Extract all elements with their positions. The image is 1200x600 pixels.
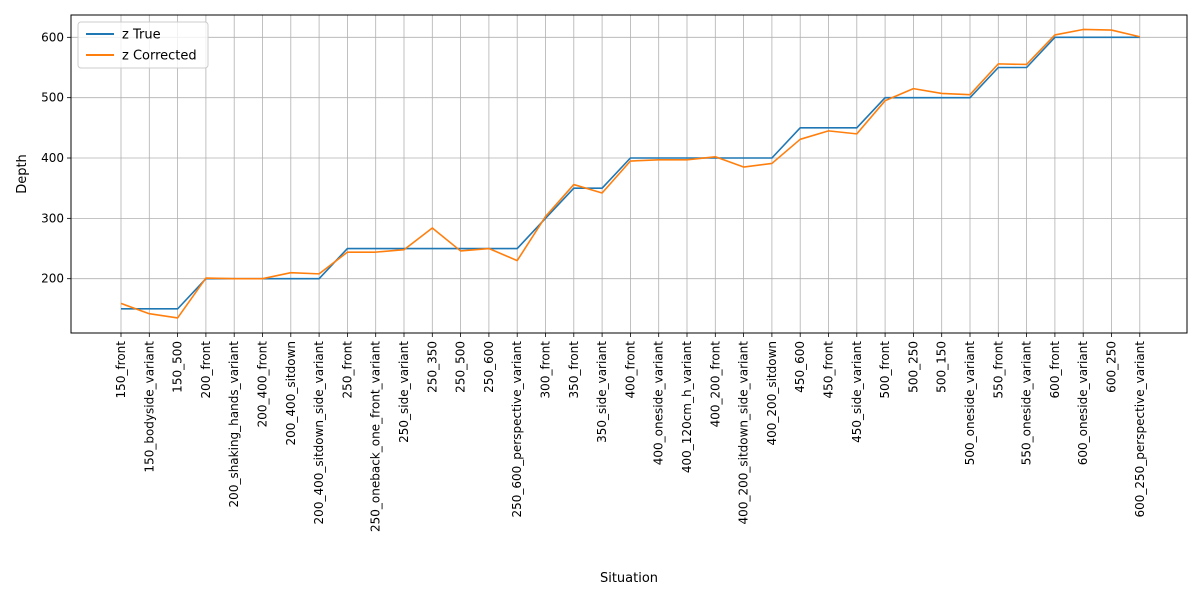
x-tick-label: 550_oneside_variant [1020,341,1034,466]
x-tick-label: 400_200_front [708,341,722,428]
series-line-z-corrected [120,28,1140,319]
x-tick-label: 500_oneside_variant [963,341,977,466]
y-tick-label: 200 [41,272,64,286]
x-axis-label: Situation [600,571,658,586]
x-tick-label: 450_side_variant [850,341,864,443]
x-tick-label: 250_500 [454,341,468,393]
y-axis-ticks: 200 300 400 500 600 [41,30,71,286]
x-tick-label: 350_side_variant [595,341,609,443]
x-tick-label: 400_200_sitdown_side_variant [737,341,751,525]
x-tick-label: 200_400_sitdown_side_variant [312,341,326,525]
x-tick-label: 600_250 [1105,341,1119,393]
y-tick-label: 500 [41,91,64,105]
legend-label-z-true: z True [122,28,161,43]
legend-label-z-corrected: z Corrected [122,49,197,64]
x-tick-label: 600_front [1048,341,1062,399]
x-tick-label: 250_side_variant [397,341,411,443]
x-tick-label: 350_front [567,341,581,399]
x-tick-label: 200_shaking_hands_variant [227,341,241,508]
x-tick-label: 150_front [114,341,128,399]
grid-lines [71,15,1187,333]
x-tick-label: 250_600 [482,341,496,393]
x-tick-label: 400_120cm_h_variant [680,341,694,473]
x-tick-label: 400_oneside_variant [652,341,666,466]
x-tick-label: 500_front [878,341,892,399]
x-tick-label: 400_front [623,341,637,399]
x-tick-label: 300_front [539,341,553,399]
x-tick-label: 250_front [340,341,354,399]
x-tick-label: 600_250_perspective_variant [1133,341,1147,518]
x-tick-label: 500_150 [935,341,949,393]
x-tick-label: 200_front [199,341,213,399]
x-tick-label: 550_front [991,341,1005,399]
series-line-z-true [121,36,1140,310]
x-tick-label: 500_250 [906,341,920,393]
y-tick-label: 400 [41,151,64,165]
x-tick-label: 450_600 [793,341,807,393]
y-tick-label: 600 [41,30,64,44]
x-tick-label: 150_bodyside_variant [142,341,156,473]
x-tick-label: 450_front [822,341,836,399]
x-tick-label: 250_350 [425,341,439,393]
plot-area-frame [70,14,1188,334]
x-tick-label: 400_200_sitdown [765,341,779,445]
legend: z True z Corrected [77,21,209,69]
x-tick-label: 250_600_perspective_variant [510,341,524,518]
x-tick-label: 200_400_sitdown [284,341,298,445]
series-layer [120,28,1140,319]
y-axis-label: Depth [15,154,30,194]
x-tick-label: 600_oneside_variant [1076,341,1090,466]
x-tick-label: 150_500 [171,341,185,393]
y-tick-label: 300 [41,211,64,225]
x-tick-label: 200_400_front [256,341,270,428]
x-tick-label: 250_oneback_one_front_variant [369,341,383,532]
x-axis-ticks: 150_front 150_bodyside_variant 150_500 200_… [114,333,1147,532]
